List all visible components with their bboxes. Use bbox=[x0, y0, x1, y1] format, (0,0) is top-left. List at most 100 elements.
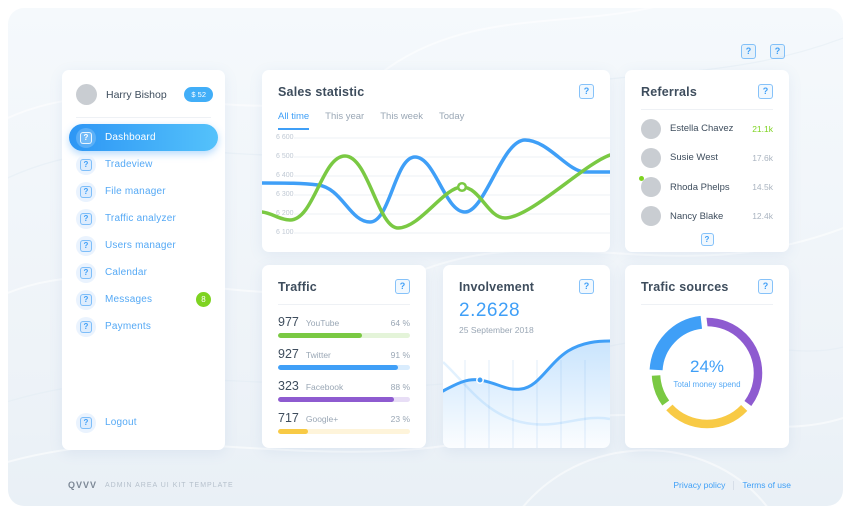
series-blue-line bbox=[262, 138, 610, 224]
area-fill bbox=[443, 341, 610, 448]
sidebar-item-traffic-analyzer[interactable]: ? Traffic analyzer bbox=[69, 205, 218, 232]
traffic-percent: 88 % bbox=[390, 382, 410, 392]
terms-of-use-link[interactable]: Terms of use bbox=[742, 480, 791, 490]
avatar bbox=[641, 147, 661, 168]
involvement-value: 2.2628 bbox=[459, 300, 521, 321]
tab-this-year[interactable]: This year bbox=[325, 111, 365, 122]
progress-track bbox=[278, 333, 410, 338]
referral-value: 14.5k bbox=[752, 182, 773, 193]
traffic-count: 977 bbox=[278, 315, 299, 329]
traffic-label: YouTube bbox=[305, 318, 340, 328]
card-options-icon[interactable]: ? bbox=[758, 84, 773, 99]
progress-track bbox=[278, 429, 410, 434]
referral-row[interactable]: Nancy Blake 12.4k bbox=[641, 206, 773, 227]
footer-tagline: ADMIN AREA UI KIT TEMPLATE bbox=[105, 481, 234, 489]
traffic-row: 323 Facebook 88 % bbox=[278, 379, 410, 402]
card-options-icon[interactable]: ? bbox=[579, 279, 594, 294]
sidebar-item-tradeview[interactable]: ? Tradeview bbox=[69, 151, 218, 178]
traffic-row: 927 Twitter 91 % bbox=[278, 347, 410, 370]
traffic-card: Traffic ? 977 YouTube 64 % 927 Twitter bbox=[262, 265, 426, 448]
file-manager-icon: ? bbox=[76, 181, 96, 202]
tab-all-time[interactable]: All time bbox=[278, 111, 310, 130]
progress-bar bbox=[278, 397, 395, 402]
sidebar-item-payments[interactable]: ? Payments bbox=[69, 313, 218, 340]
donut-center-label: Total money spend bbox=[673, 380, 741, 389]
traffic-row: 717 Google+ 23 % bbox=[278, 411, 410, 434]
y-axis-tick: 6 600 bbox=[276, 134, 294, 141]
card-title: Traffic bbox=[278, 279, 317, 294]
traffic-percent: 23 % bbox=[390, 414, 410, 424]
show-more-icon[interactable]: ? bbox=[700, 233, 714, 246]
referral-value: 21.1k bbox=[752, 123, 773, 134]
footer-brand: QVVV ADMIN AREA UI KIT TEMPLATE bbox=[68, 480, 234, 490]
traffic-label: Twitter bbox=[305, 350, 331, 360]
calendar-icon: ? bbox=[76, 262, 96, 283]
card-title: Involvement bbox=[459, 279, 535, 294]
sidebar-item-label: Dashboard bbox=[105, 132, 156, 143]
card-options-icon[interactable]: ? bbox=[395, 279, 410, 294]
card-options-icon[interactable]: ? bbox=[579, 84, 594, 99]
dashboard-icon: ? bbox=[76, 127, 96, 148]
referral-name: Nancy Blake bbox=[670, 210, 724, 222]
sales-line-chart: 6 600 6 500 6 400 6 300 6 200 6 100 bbox=[262, 132, 610, 244]
sidebar-item-messages[interactable]: ? Messages 8 bbox=[69, 286, 218, 313]
sidebar-item-dashboard[interactable]: ? Dashboard bbox=[69, 124, 218, 151]
y-axis-tick: 6 200 bbox=[276, 210, 294, 217]
avatar bbox=[639, 176, 661, 198]
balance-badge: $ 52 bbox=[184, 87, 213, 102]
sidebar-item-file-manager[interactable]: ? File manager bbox=[69, 178, 218, 205]
card-options-icon[interactable]: ? bbox=[758, 279, 773, 294]
avatar bbox=[641, 118, 661, 139]
traffic-count: 717 bbox=[278, 411, 299, 425]
traffic-count: 323 bbox=[278, 379, 299, 393]
sidebar-item-label: File manager bbox=[105, 186, 166, 197]
sales-tabs: All time This year This week Today bbox=[262, 109, 610, 130]
divider bbox=[733, 480, 735, 490]
y-axis-tick: 6 300 bbox=[276, 191, 294, 198]
involvement-card: Involvement ? 2.2628 25 September 2018 bbox=[443, 265, 610, 448]
privacy-policy-link[interactable]: Privacy policy bbox=[673, 480, 726, 490]
background-panel: ? ? Harry Bishop $ 52 ? Dashboard ? Trad… bbox=[8, 8, 843, 506]
sidebar: Harry Bishop $ 52 ? Dashboard ? Tradevie… bbox=[62, 70, 225, 450]
notifications-icon[interactable]: ? bbox=[741, 44, 756, 59]
sidebar-item-calendar[interactable]: ? Calendar bbox=[69, 259, 218, 286]
traffic-sources-card: Trafic sources ? 24% Total money spend bbox=[625, 265, 789, 448]
line-marker bbox=[476, 376, 484, 384]
series-green-line bbox=[262, 153, 610, 230]
involvement-date: 25 September 2018 bbox=[459, 325, 534, 335]
y-axis-tick: 6 500 bbox=[276, 153, 294, 160]
topbar: ? ? bbox=[741, 44, 785, 59]
user-profile[interactable]: Harry Bishop $ 52 bbox=[62, 70, 225, 117]
footer-links: Privacy policy Terms of use bbox=[673, 480, 791, 490]
referral-row[interactable]: Susie West 17.6k bbox=[641, 147, 773, 168]
tab-this-week[interactable]: This week bbox=[380, 111, 423, 122]
referral-row[interactable]: Rhoda Phelps 14.5k bbox=[639, 176, 773, 198]
card-title: Sales statistic bbox=[278, 84, 365, 99]
progress-track bbox=[278, 397, 410, 402]
traffic-row: 977 YouTube 64 % bbox=[278, 315, 410, 338]
referral-row[interactable]: Estella Chavez 21.1k bbox=[641, 118, 773, 139]
users-manager-icon: ? bbox=[76, 235, 96, 256]
traffic-label: Google+ bbox=[305, 414, 339, 424]
referral-value: 12.4k bbox=[752, 211, 773, 222]
referral-name: Susie West bbox=[670, 152, 718, 164]
donut-center-value: 24% bbox=[689, 357, 725, 376]
tradeview-icon: ? bbox=[76, 154, 96, 175]
sidebar-item-label: Calendar bbox=[105, 267, 148, 278]
tab-today[interactable]: Today bbox=[439, 111, 465, 122]
referrals-list: Estella Chavez 21.1k Susie West 17.6k Rh… bbox=[625, 110, 789, 231]
sidebar-item-label: Messages bbox=[105, 294, 153, 305]
sidebar-item-users-manager[interactable]: ? Users manager bbox=[69, 232, 218, 259]
traffic-analyzer-icon: ? bbox=[76, 208, 96, 229]
messages-count-badge: 8 bbox=[196, 292, 211, 307]
sidebar-item-logout[interactable]: ? Logout bbox=[69, 409, 218, 436]
avatar bbox=[76, 84, 97, 105]
referrals-card: Referrals ? Estella Chavez 21.1k Susie W… bbox=[625, 70, 789, 252]
referral-name: Estella Chavez bbox=[670, 123, 734, 135]
settings-icon[interactable]: ? bbox=[770, 44, 785, 59]
sidebar-item-label: Payments bbox=[105, 321, 152, 332]
y-axis-tick: 6 100 bbox=[276, 229, 294, 236]
sidebar-item-label: Tradeview bbox=[105, 159, 153, 170]
referral-value: 17.6k bbox=[752, 152, 773, 163]
